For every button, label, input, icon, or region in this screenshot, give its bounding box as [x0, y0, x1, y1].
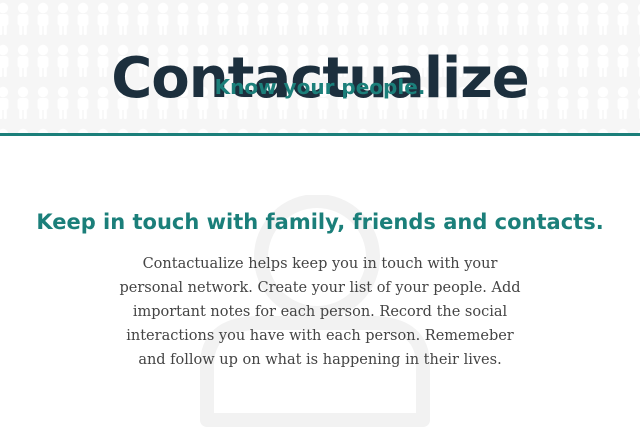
intro-description: Contactualize helps keep you in touch wi…: [119, 256, 521, 368]
hero-banner: Contactualize Know your people.: [0, 0, 640, 133]
app-title: Contactualize: [111, 45, 530, 111]
person-outline-icon: [200, 195, 430, 427]
hero-divider: [0, 133, 640, 136]
person-silhouette-pattern-icon: [0, 0, 640, 133]
tagline: Know your people.: [214, 75, 426, 99]
section-headline: Keep in touch with family, friends and c…: [36, 210, 604, 235]
